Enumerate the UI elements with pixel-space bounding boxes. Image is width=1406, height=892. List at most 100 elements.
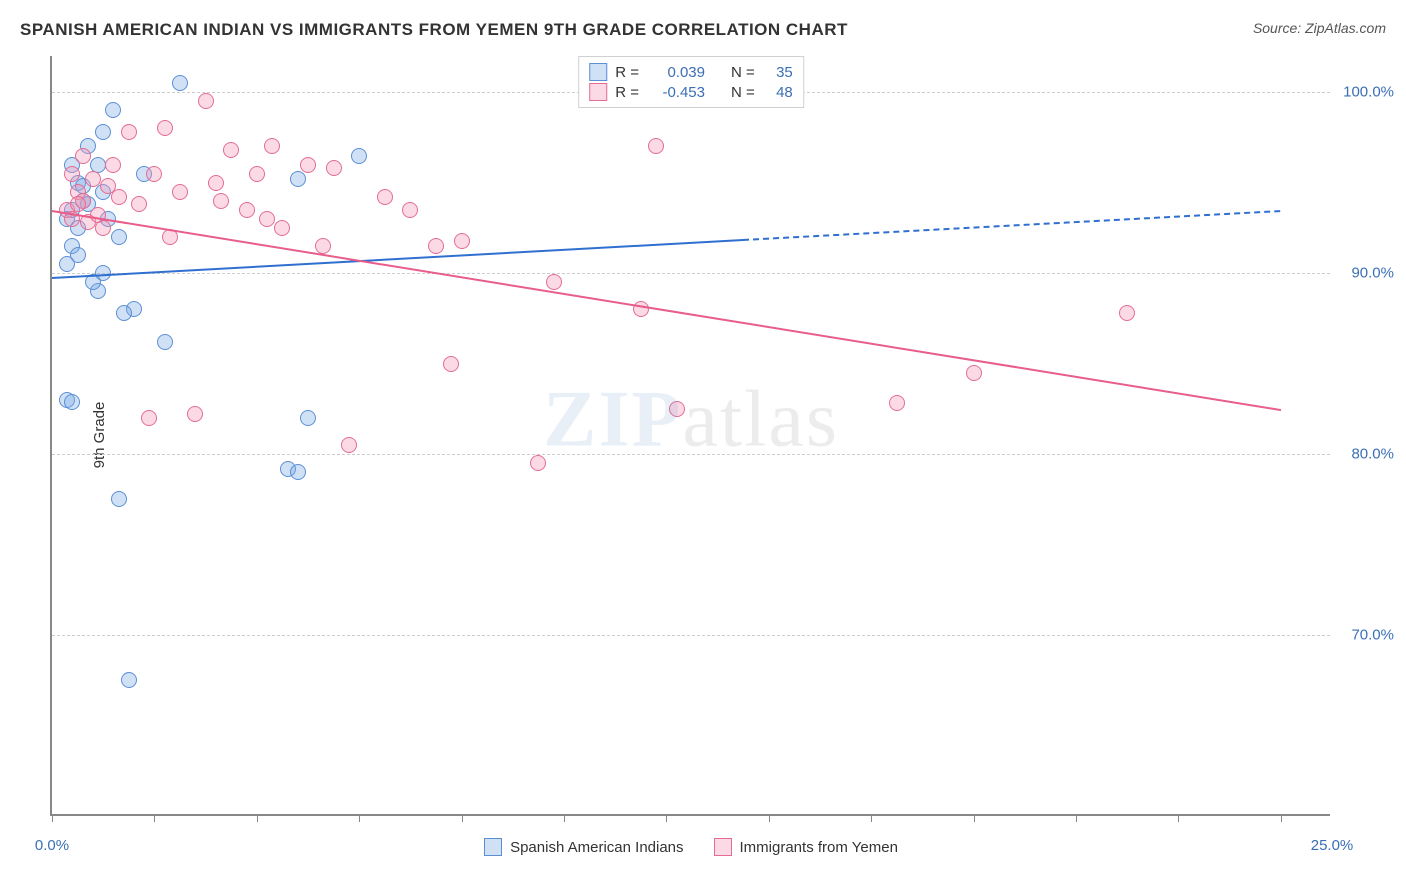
correlation-legend: R = 0.039 N = 35 R = -0.453 N = 48: [578, 56, 804, 108]
data-point: [172, 75, 188, 91]
swatch-icon: [484, 838, 502, 856]
data-point: [64, 166, 80, 182]
x-tick: [769, 814, 770, 822]
data-point: [111, 229, 127, 245]
data-point: [315, 238, 331, 254]
data-point: [351, 148, 367, 164]
data-point: [454, 233, 470, 249]
data-point: [326, 160, 342, 176]
n-value: 35: [763, 64, 793, 81]
x-tick-label: 25.0%: [1311, 837, 1354, 854]
data-point: [64, 394, 80, 410]
gridline: [52, 635, 1330, 636]
chart-title: SPANISH AMERICAN INDIAN VS IMMIGRANTS FR…: [20, 20, 848, 39]
data-point: [172, 184, 188, 200]
r-value: -0.453: [647, 84, 705, 101]
data-point: [146, 166, 162, 182]
data-point: [85, 171, 101, 187]
x-tick: [154, 814, 155, 822]
r-label: R =: [615, 64, 639, 81]
watermark: ZIPatlas: [543, 374, 839, 465]
legend-item: Immigrants from Yemen: [714, 838, 898, 856]
data-point: [95, 124, 111, 140]
y-tick-label: 100.0%: [1343, 84, 1394, 101]
data-point: [546, 274, 562, 290]
trend-line: [743, 210, 1281, 241]
data-point: [213, 193, 229, 209]
x-tick: [462, 814, 463, 822]
r-value: 0.039: [647, 64, 705, 81]
data-point: [300, 157, 316, 173]
data-point: [239, 202, 255, 218]
data-point: [157, 120, 173, 136]
data-point: [105, 102, 121, 118]
swatch-icon: [589, 63, 607, 81]
x-tick: [1076, 814, 1077, 822]
x-tick: [1281, 814, 1282, 822]
watermark-thin: atlas: [682, 375, 839, 463]
x-tick: [52, 814, 53, 822]
data-point: [116, 305, 132, 321]
data-point: [290, 171, 306, 187]
data-point: [377, 189, 393, 205]
data-point: [157, 334, 173, 350]
legend-row: R = -0.453 N = 48: [589, 83, 793, 101]
y-tick-label: 90.0%: [1351, 265, 1394, 282]
r-label: R =: [615, 84, 639, 101]
data-point: [121, 672, 137, 688]
data-point: [223, 142, 239, 158]
data-point: [131, 196, 147, 212]
data-point: [105, 157, 121, 173]
data-point: [443, 356, 459, 372]
legend-row: R = 0.039 N = 35: [589, 63, 793, 81]
data-point: [264, 138, 280, 154]
data-point: [111, 491, 127, 507]
y-axis-label: 9th Grade: [91, 402, 108, 469]
data-point: [208, 175, 224, 191]
x-tick: [974, 814, 975, 822]
data-point: [966, 365, 982, 381]
x-tick-label: 0.0%: [35, 837, 69, 854]
data-point: [290, 464, 306, 480]
data-point: [187, 406, 203, 422]
data-point: [111, 189, 127, 205]
data-point: [59, 256, 75, 272]
plot-area: 9th Grade ZIPatlas R = 0.039 N = 35 R = …: [50, 56, 1330, 816]
x-tick: [257, 814, 258, 822]
x-tick: [871, 814, 872, 822]
y-tick-label: 70.0%: [1351, 627, 1394, 644]
series-legend: Spanish American Indians Immigrants from…: [52, 838, 1330, 856]
data-point: [141, 410, 157, 426]
x-tick: [564, 814, 565, 822]
data-point: [1119, 305, 1135, 321]
data-point: [648, 138, 664, 154]
y-tick-label: 80.0%: [1351, 446, 1394, 463]
legend-item: Spanish American Indians: [484, 838, 683, 856]
data-point: [300, 410, 316, 426]
data-point: [70, 196, 86, 212]
data-point: [402, 202, 418, 218]
n-label: N =: [731, 84, 755, 101]
swatch-icon: [589, 83, 607, 101]
data-point: [889, 395, 905, 411]
watermark-bold: ZIP: [543, 375, 682, 463]
data-point: [121, 124, 137, 140]
n-label: N =: [731, 64, 755, 81]
x-tick: [1178, 814, 1179, 822]
swatch-icon: [714, 838, 732, 856]
legend-label: Immigrants from Yemen: [740, 839, 898, 856]
n-value: 48: [763, 84, 793, 101]
data-point: [249, 166, 265, 182]
data-point: [75, 148, 91, 164]
gridline: [52, 273, 1330, 274]
data-point: [95, 220, 111, 236]
data-point: [259, 211, 275, 227]
data-point: [198, 93, 214, 109]
data-point: [428, 238, 444, 254]
legend-label: Spanish American Indians: [510, 839, 683, 856]
data-point: [274, 220, 290, 236]
gridline: [52, 454, 1330, 455]
x-tick: [666, 814, 667, 822]
data-point: [530, 455, 546, 471]
x-tick: [359, 814, 360, 822]
